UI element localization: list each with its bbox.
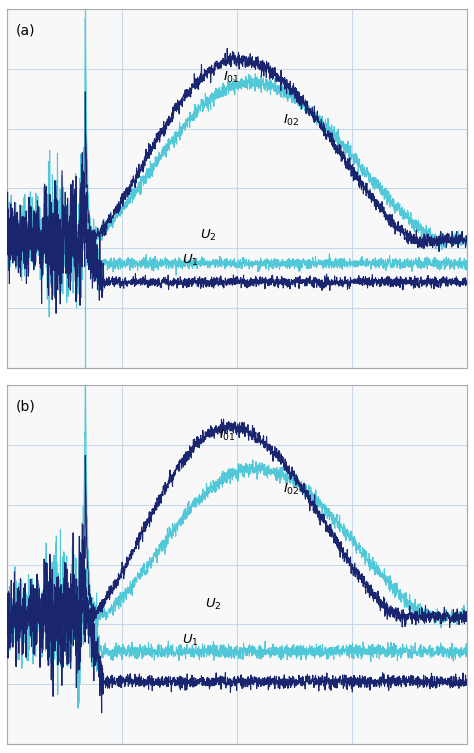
Text: (b): (b) [15,400,35,414]
Text: $U_2$: $U_2$ [205,596,221,612]
Text: $U_2$: $U_2$ [200,227,217,242]
Text: (a): (a) [15,23,35,38]
Text: $U_1$: $U_1$ [182,252,199,267]
Text: $I_{02}$: $I_{02}$ [283,113,300,128]
Text: $I_{01}$: $I_{01}$ [219,428,236,444]
Text: $I_{02}$: $I_{02}$ [283,482,300,497]
Text: $I_{01}$: $I_{01}$ [223,70,240,85]
Text: $U_1$: $U_1$ [182,633,199,648]
